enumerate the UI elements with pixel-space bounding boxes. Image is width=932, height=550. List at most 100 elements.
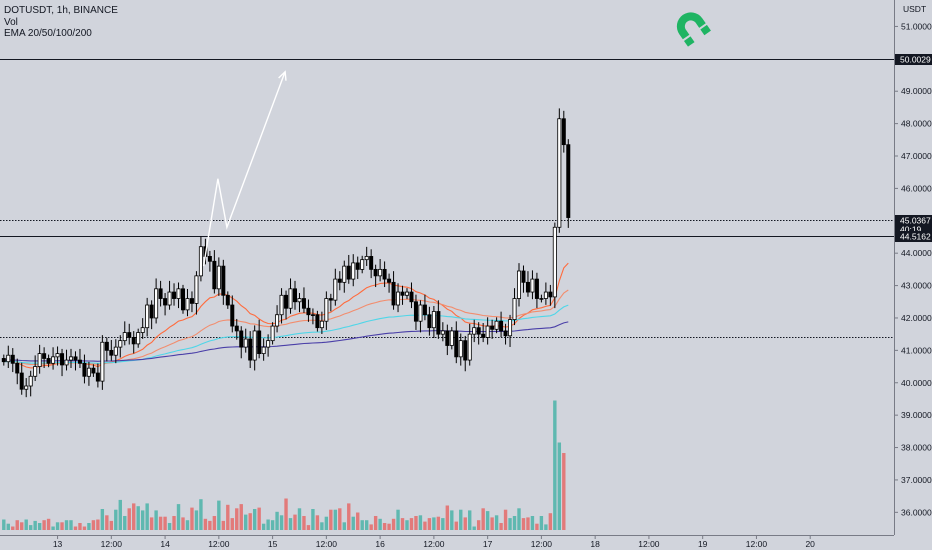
candle-body xyxy=(449,330,454,346)
volume-bar xyxy=(172,516,176,530)
candle-body xyxy=(543,291,548,299)
candle-body xyxy=(400,291,405,296)
candle-body xyxy=(521,270,526,283)
volume-bar xyxy=(382,523,387,530)
volume-label: Vol xyxy=(4,16,18,28)
candle-body xyxy=(413,301,418,322)
candle-body xyxy=(167,291,172,306)
volume-bar xyxy=(418,515,423,530)
candle-body xyxy=(207,256,212,262)
candle-body xyxy=(140,327,145,333)
volume-bar xyxy=(468,510,472,530)
chart-legend: DOTUSDT, 1h, BINANCE Vol EMA 20/50/100/2… xyxy=(4,5,118,40)
candle-body xyxy=(136,332,141,345)
candle-body xyxy=(33,366,38,377)
candle-body xyxy=(91,367,96,374)
volume-bar xyxy=(481,508,485,530)
volume-bar xyxy=(333,509,338,530)
volume-bar xyxy=(158,516,163,530)
candle-body xyxy=(306,307,311,316)
volume-bar xyxy=(562,453,566,530)
volume-bar xyxy=(306,525,311,530)
volume-bar xyxy=(364,520,369,530)
level-price-label: 44.5162 xyxy=(900,232,931,242)
candle-body xyxy=(463,340,468,361)
candle-body xyxy=(508,319,513,337)
candle-body xyxy=(149,304,154,319)
volume-bar xyxy=(252,509,257,530)
candle-body xyxy=(55,353,60,358)
candle-body xyxy=(172,291,177,299)
x-tick-label: 18 xyxy=(590,539,600,549)
candle-body xyxy=(194,275,199,304)
volume-bar xyxy=(450,510,454,530)
candle-body xyxy=(10,354,15,364)
candle-body xyxy=(189,298,194,304)
candle-body xyxy=(1,358,6,363)
candle-body xyxy=(440,330,445,335)
volume-bar xyxy=(553,400,557,530)
y-tick-label: 51.0000 xyxy=(901,21,932,31)
candle-body xyxy=(100,341,105,382)
countdown-label: 40:19 xyxy=(900,225,922,235)
candle-body xyxy=(404,291,409,296)
candle-body xyxy=(436,311,441,335)
candle-body xyxy=(396,291,401,306)
volume-bar xyxy=(441,518,445,530)
candle-body xyxy=(427,314,432,329)
volume-bar xyxy=(212,516,217,530)
candle-body xyxy=(158,288,163,299)
candle-body xyxy=(86,367,91,377)
volume-bar xyxy=(356,512,360,530)
volume-bar xyxy=(499,523,503,530)
volume-bar xyxy=(494,515,499,530)
volume-bar xyxy=(320,522,324,530)
y-tick-label: 37.0000 xyxy=(901,475,932,485)
candle-body xyxy=(64,359,69,366)
candle-body xyxy=(324,298,329,322)
candle-body xyxy=(15,362,20,374)
volume-bar xyxy=(311,509,315,530)
y-tick-label: 40.0000 xyxy=(901,378,932,388)
volume-bar xyxy=(338,508,342,530)
magnet-icon xyxy=(676,12,711,47)
volume-bar xyxy=(46,518,51,530)
candle-body xyxy=(154,288,159,319)
candle-body xyxy=(301,298,306,309)
candle-body xyxy=(284,294,289,309)
volume-bar xyxy=(176,504,181,530)
candle-body xyxy=(234,325,239,332)
candle-body xyxy=(485,325,490,338)
projection-arrowhead xyxy=(278,70,287,81)
volume-bar xyxy=(342,522,346,530)
projection-path[interactable] xyxy=(202,71,286,267)
candle-body xyxy=(310,314,315,316)
volume-bar xyxy=(37,523,42,530)
y-tick-label: 43.0000 xyxy=(901,281,932,291)
volume-bar xyxy=(167,523,172,530)
candle-body xyxy=(51,356,56,364)
x-tick-label: 14 xyxy=(160,539,170,549)
volume-bar xyxy=(539,516,544,530)
candle-body xyxy=(248,338,253,361)
volume-bar xyxy=(114,509,118,530)
volume-bar xyxy=(109,520,114,530)
candle-body xyxy=(279,294,284,316)
volume-bar xyxy=(490,517,494,530)
price-axis-panel[interactable] xyxy=(894,0,932,550)
volume-bar xyxy=(15,520,19,530)
volume-bar xyxy=(347,503,351,530)
y-tick-label: 49.0000 xyxy=(901,86,932,96)
candle-body xyxy=(490,325,495,330)
volume-bar xyxy=(248,513,252,530)
candle-body xyxy=(46,358,51,364)
volume-bar xyxy=(315,515,320,530)
candle-body xyxy=(557,118,562,228)
candle-body xyxy=(454,330,459,358)
volume-bar xyxy=(226,504,230,530)
candle-body xyxy=(387,278,392,283)
x-tick-label: 12:00 xyxy=(638,539,660,549)
ema-line xyxy=(3,304,569,364)
